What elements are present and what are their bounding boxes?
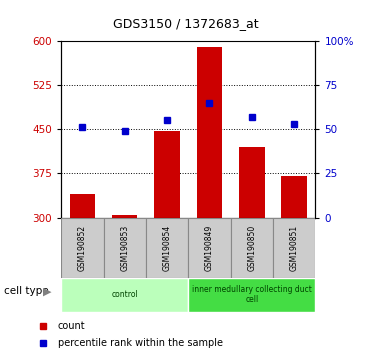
Bar [188, 278, 315, 312]
Bar [231, 218, 273, 278]
Bar [70, 194, 95, 218]
Text: GDS3150 / 1372683_at: GDS3150 / 1372683_at [113, 17, 258, 30]
Bar [104, 218, 146, 278]
Text: GSM190853: GSM190853 [120, 225, 129, 271]
Text: GSM190854: GSM190854 [162, 225, 172, 271]
Bar [188, 218, 231, 278]
Text: control: control [111, 290, 138, 299]
Text: cell type: cell type [4, 286, 48, 296]
Text: GSM190849: GSM190849 [205, 225, 214, 271]
Text: percentile rank within the sample: percentile rank within the sample [58, 338, 223, 348]
Bar [197, 47, 222, 218]
Bar [61, 218, 104, 278]
Bar [61, 278, 188, 312]
Bar [239, 147, 265, 218]
Bar [154, 131, 180, 218]
Bar [146, 218, 188, 278]
Bar [273, 218, 315, 278]
Text: GSM190850: GSM190850 [247, 225, 256, 271]
Text: GSM190852: GSM190852 [78, 225, 87, 271]
Text: inner medullary collecting duct
cell: inner medullary collecting duct cell [192, 285, 312, 304]
Text: GSM190851: GSM190851 [290, 225, 299, 271]
Text: count: count [58, 321, 85, 331]
Bar [112, 215, 137, 218]
Bar [282, 176, 307, 218]
Text: ▶: ▶ [43, 286, 51, 296]
